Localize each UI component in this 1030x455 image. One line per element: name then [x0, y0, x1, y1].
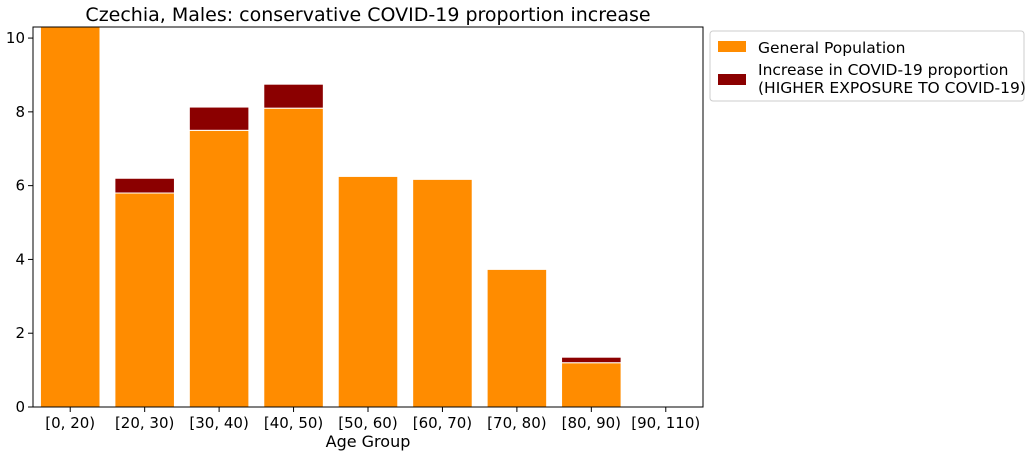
bars-layer — [39, 27, 622, 407]
chart-title: Czechia, Males: conservative COVID-19 pr… — [85, 4, 650, 26]
bar-general-population-3 — [263, 107, 324, 407]
bar-general-population-5 — [412, 178, 473, 407]
x-tick-label-1: [20, 30) — [115, 414, 174, 432]
y-axis: 0 2 4 6 8 10 — [6, 29, 33, 416]
legend-frame — [709, 30, 1025, 102]
x-tick-label-3: [40, 50) — [264, 414, 323, 432]
y-tick-label-2: 4 — [15, 250, 25, 268]
y-tick-label-3: 6 — [15, 177, 25, 195]
x-axis-label: Age Group — [326, 432, 411, 451]
x-tick-label-2: [30, 40) — [189, 414, 248, 432]
y-tick-label-5: 10 — [6, 29, 25, 47]
x-tick-label-8: [90, 110) — [631, 414, 700, 432]
bar-covid-increase-1 — [114, 177, 175, 194]
legend: General Population Increase in COVID-19 … — [709, 30, 1026, 102]
x-tick-label-5: [60, 70) — [413, 414, 472, 432]
x-tick-label-0: [0, 20) — [45, 414, 95, 432]
bar-general-population-1 — [114, 192, 175, 407]
bar-covid-increase-3 — [263, 83, 324, 109]
legend-swatch-covid-increase — [718, 74, 746, 85]
bar-general-population-2 — [188, 129, 250, 407]
x-tick-label-6: [70, 80) — [487, 414, 546, 432]
bar-general-population-6 — [486, 268, 548, 407]
y-tick-label-4: 8 — [15, 103, 25, 121]
x-tick-label-4: [50, 60) — [338, 414, 397, 432]
bar-general-population-0 — [39, 27, 101, 407]
bar-general-population-4 — [337, 175, 399, 407]
bar-covid-increase-7 — [561, 356, 622, 364]
y-tick-label-0: 0 — [15, 398, 25, 416]
bar-general-population-7 — [561, 362, 622, 407]
legend-label-general-population: General Population — [758, 39, 905, 57]
y-tick-label-1: 2 — [15, 324, 25, 342]
legend-swatch-general-population — [718, 41, 746, 52]
bar-covid-increase-2 — [188, 106, 250, 131]
legend-label-covid-increase: Increase in COVID-19 proportion (HIGHER E… — [758, 61, 1026, 97]
x-tick-label-7: [80, 90) — [562, 414, 621, 432]
x-axis: [0, 20) [20, 30) [30, 40) [40, 50) [50, 60) [… — [45, 407, 700, 432]
